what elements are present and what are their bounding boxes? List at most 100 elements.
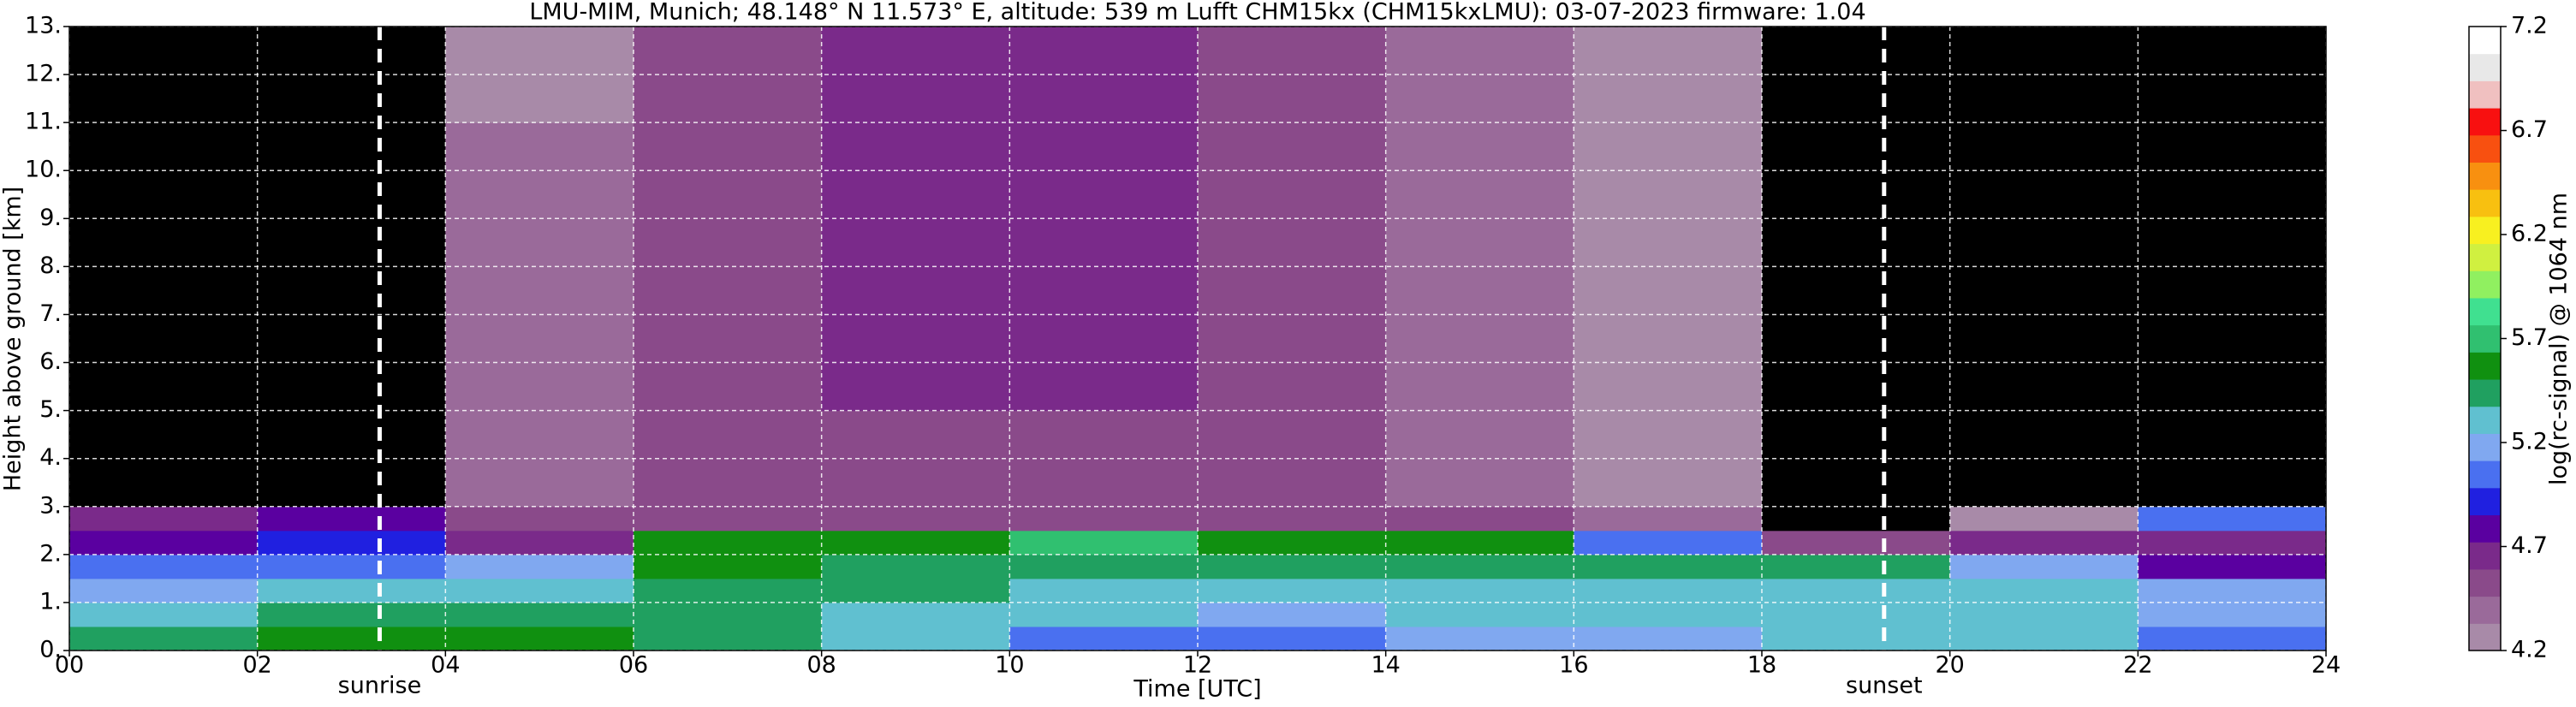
heatmap-cell (1198, 578, 1387, 603)
colorbar-segment (2469, 297, 2501, 326)
heatmap-cell (1385, 506, 1574, 532)
heatmap-cell (1762, 530, 1951, 556)
heatmap-cell (1198, 626, 1387, 651)
colorbar-segment (2469, 460, 2501, 489)
heatmap-cell (1574, 578, 1763, 603)
heatmap-cell (69, 578, 259, 603)
heatmap-cell (1009, 626, 1199, 651)
x-tick-label: 08 (806, 652, 836, 679)
heatmap-cell (1385, 578, 1574, 603)
heatmap-cell (634, 554, 823, 579)
heatmap-cell (1198, 530, 1387, 556)
x-axis-label: Time [UTC] (1133, 676, 1261, 703)
heatmap-cell (821, 554, 1010, 579)
plot-frame (68, 26, 2327, 651)
heatmap-cell (2138, 314, 2327, 412)
colorbar-segment (2469, 108, 2501, 136)
colorbar-segment (2469, 514, 2501, 543)
heatmap-cell (1949, 626, 2139, 651)
heatmap-cell (634, 602, 823, 627)
colorbar-segment (2469, 406, 2501, 434)
x-tick-label: 22 (2123, 652, 2152, 679)
heatmap-cell (2138, 410, 2327, 508)
annotation-label: sunset (1846, 673, 1923, 699)
heatmap-cell (1009, 554, 1199, 579)
heatmap-cell (445, 578, 634, 603)
heatmap-cell (69, 626, 259, 651)
heatmap-cell (1762, 506, 1951, 532)
heatmap-cell (1949, 578, 2139, 603)
y-tick-label: 6. (39, 348, 62, 375)
heatmap-cell (1949, 602, 2139, 627)
heatmap-cell (1762, 554, 1951, 579)
heatmap-cell (257, 602, 446, 627)
y-tick-label: 5. (39, 396, 62, 423)
heatmap-cell (1009, 506, 1199, 532)
y-tick-label: 1. (39, 588, 62, 615)
y-tick-label: 10. (25, 157, 62, 183)
heatmap-cell (1009, 602, 1199, 627)
x-tick-label: 24 (2311, 652, 2341, 679)
heatmap-cell (1009, 578, 1199, 603)
colorbar-tick-label: 5.7 (2511, 324, 2548, 351)
colorbar-tick-label: 6.7 (2511, 116, 2548, 143)
colorbar-segment (2469, 623, 2501, 651)
heatmap-cell (821, 506, 1010, 532)
heatmap-cell (257, 506, 446, 532)
heatmap-cell (1949, 554, 2139, 579)
heatmap-cell (445, 506, 634, 532)
x-tick-label: 20 (1935, 652, 1964, 679)
y-tick-label: 3. (39, 492, 62, 519)
heatmap-cell (1009, 530, 1199, 556)
y-tick-label: 7. (39, 300, 62, 327)
colorbar-segment (2469, 243, 2501, 271)
y-tick-label: 13. (25, 13, 62, 39)
heatmap-cell (2138, 530, 2327, 556)
heatmap-cell (634, 626, 823, 651)
heatmap-cell (634, 578, 823, 603)
colorbar-segment (2469, 379, 2501, 407)
heatmap-cell (69, 506, 259, 532)
colorbar-label: log(rc-signal) @ 1064 nm (2546, 193, 2573, 485)
heatmap-cell (1574, 602, 1763, 627)
heatmap-cell (69, 602, 259, 627)
colorbar-segment (2469, 433, 2501, 461)
colorbar-tick-label: 7.2 (2511, 13, 2548, 39)
heatmap-cell (2138, 27, 2327, 123)
heatmap-cell (1198, 554, 1387, 579)
colorbar-segment (2469, 568, 2501, 597)
x-tick-label: 06 (619, 652, 648, 679)
colorbar-segment (2469, 270, 2501, 299)
y-tick-label: 2. (39, 540, 62, 567)
x-tick-label: 16 (1559, 652, 1588, 679)
y-tick-label: 8. (39, 253, 62, 279)
heatmap-cell (257, 530, 446, 556)
heatmap-cell (1385, 554, 1574, 579)
y-tick-label: 4. (39, 444, 62, 471)
heatmap-cell (257, 554, 446, 579)
heatmap-cell (445, 530, 634, 556)
heatmap-cell (1949, 530, 2139, 556)
colorbar-tick-label: 6.2 (2511, 221, 2548, 247)
colorbar-segment (2469, 162, 2501, 190)
x-tick-label: 14 (1371, 652, 1400, 679)
heatmap-cell (821, 602, 1010, 627)
colorbar-segment (2469, 352, 2501, 380)
y-tick-label: 0. (39, 637, 62, 663)
heatmap-cell (257, 626, 446, 651)
colorbar-segment (2469, 53, 2501, 81)
y-tick-label: 9. (39, 205, 62, 231)
heatmap-cell (821, 626, 1010, 651)
heatmap-cell (1949, 506, 2139, 532)
heatmap-cell (445, 626, 634, 651)
heatmap-cell (634, 506, 823, 532)
x-tick-label: 00 (55, 652, 84, 679)
y-axis-label: Height above ground [km] (0, 187, 27, 491)
heatmap-cell (2138, 218, 2327, 315)
heatmap-cell (1574, 626, 1763, 651)
heatmap-cell (2138, 554, 2327, 579)
heatmap-cell (69, 554, 259, 579)
heatmap-cell (1762, 626, 1951, 651)
heatmap-cell (1574, 530, 1763, 556)
heatmap-cell (634, 530, 823, 556)
